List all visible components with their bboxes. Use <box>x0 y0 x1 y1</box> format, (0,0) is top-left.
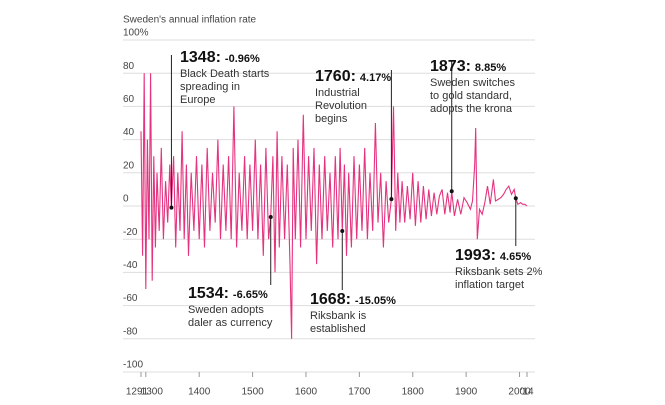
annotation-text: Black Death starts <box>180 68 270 80</box>
y-tick-label: 20 <box>123 160 135 171</box>
annotation-year: 1993: <box>455 247 496 264</box>
annotation-text: Europe <box>180 94 215 106</box>
annotation-dot <box>169 205 174 210</box>
annotation-year: 1760: <box>315 68 356 85</box>
annotation-text: Riksbank is <box>310 310 367 322</box>
y-tick-label: -80 <box>123 326 138 337</box>
annotation-year: 1668: <box>310 291 351 308</box>
annotation-text: spreading in <box>180 81 240 93</box>
annotation-year: 1534: <box>188 285 229 302</box>
x-tick-label: 1500 <box>241 387 264 398</box>
annotation-text: inflation target <box>455 279 524 291</box>
y-tick-label: -100 <box>123 360 143 371</box>
inflation-line <box>140 73 528 339</box>
annotation-text: daler as currency <box>188 317 273 329</box>
annotation-text: Industrial <box>315 87 360 99</box>
x-tick-label: 2000 <box>508 387 531 398</box>
annotation-dot <box>268 215 273 220</box>
y-tick-label: 0 <box>123 194 129 205</box>
annotation-dot <box>340 228 345 233</box>
y-tick-label: 60 <box>123 94 135 105</box>
x-tick-label: 1900 <box>455 387 478 398</box>
chart-title: Sweden's annual inflation rate <box>123 15 257 26</box>
annotation-text: adopts the krona <box>430 103 513 115</box>
x-tick-label: 1700 <box>348 387 371 398</box>
annotation-dot <box>513 196 518 201</box>
annotation-text: Sweden adopts <box>188 304 264 316</box>
y-tick-label: 80 <box>123 61 135 72</box>
annotation-text: established <box>310 323 366 335</box>
annotation-value: 4.65% <box>500 251 531 263</box>
annotation-text: begins <box>315 113 348 125</box>
annotation-value: -15.05% <box>355 295 396 307</box>
annotation-year: 1873: <box>430 58 471 75</box>
annotation-dot <box>449 189 454 194</box>
x-tick-label: 1300 <box>141 387 164 398</box>
y-tick-label: -20 <box>123 227 138 238</box>
x-tick-label: 1600 <box>295 387 318 398</box>
y-tick-label: 40 <box>123 127 135 138</box>
annotation-value: 8.85% <box>475 62 506 74</box>
x-tick-label: '14 <box>520 387 533 398</box>
y-tick-label: -40 <box>123 260 138 271</box>
x-tick-label: 1800 <box>402 387 425 398</box>
x-tick-label: 1291 <box>126 387 149 398</box>
annotation-year: 1348: <box>180 49 221 66</box>
annotation-dot <box>389 197 394 202</box>
annotation-value: 4.17% <box>360 72 391 84</box>
annotation-value: -0.96% <box>225 53 260 65</box>
y-tick-label: -60 <box>123 293 138 304</box>
y-tick-label: 100% <box>123 28 149 39</box>
x-tick-label: 1400 <box>188 387 211 398</box>
annotation-text: Sweden switches <box>430 77 515 89</box>
annotation-text: to gold standard, <box>430 90 512 102</box>
annotation-value: -6.65% <box>233 289 268 301</box>
annotation-text: Riksbank sets 2% <box>455 266 543 278</box>
annotation-text: Revolution <box>315 100 367 112</box>
